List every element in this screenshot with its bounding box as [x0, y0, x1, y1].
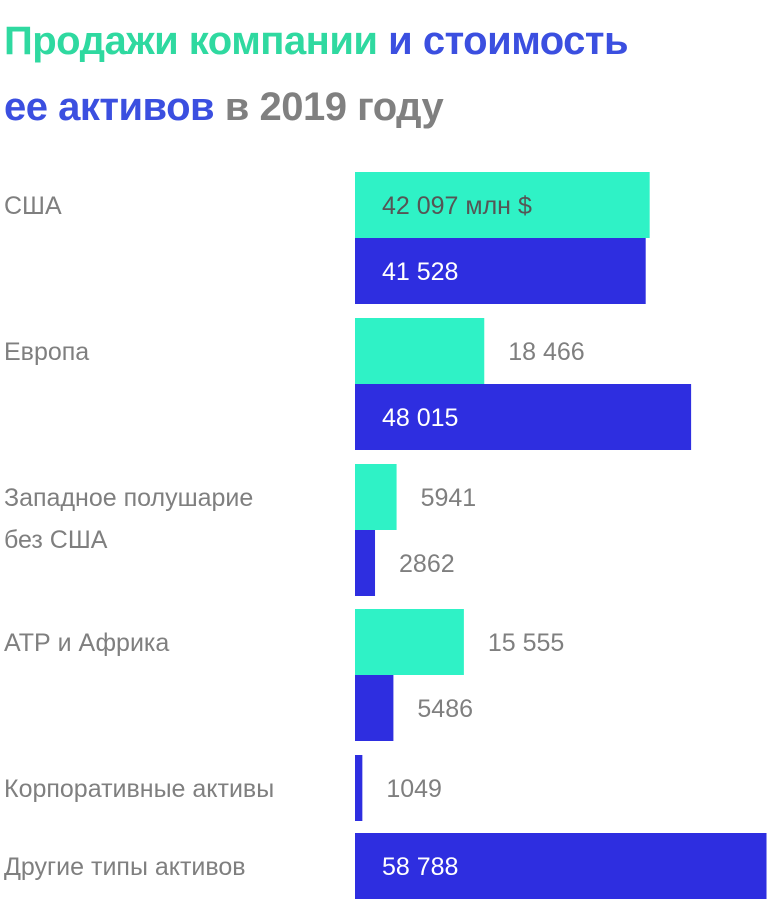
bar-assets	[355, 530, 376, 596]
title-part-sales: Продажи компании	[4, 19, 378, 63]
value-label-sales: 42 097 млн $	[382, 192, 532, 220]
bar-sales	[355, 609, 464, 675]
value-label-assets: 1049	[386, 775, 442, 803]
value-label-assets: 58 788	[382, 853, 458, 881]
value-label-assets: 41 528	[382, 258, 458, 286]
bar-assets	[355, 675, 394, 741]
title-part-assets: ее активов	[4, 85, 215, 129]
value-label-assets: 48 015	[382, 404, 458, 432]
title-part-and-value: и стоимость	[388, 19, 629, 63]
bar-assets	[355, 238, 646, 304]
category-label: Европа	[4, 338, 89, 366]
value-label-assets: 2862	[399, 550, 455, 578]
category-label: Корпоративные активы	[4, 775, 274, 803]
bar-assets	[355, 833, 767, 899]
bar-assets	[355, 755, 363, 821]
category-label: США	[4, 192, 62, 220]
category-label: АТР и Африка	[4, 629, 169, 657]
value-label-sales: 18 466	[508, 338, 584, 366]
title-part-year: в 2019 году	[224, 85, 444, 129]
bar-sales	[355, 172, 650, 238]
bar-sales	[355, 464, 397, 530]
category-label: Западное полушарие без США	[4, 484, 253, 554]
category-label: Другие типы активов	[4, 853, 246, 881]
value-label-sales: 15 555	[488, 629, 564, 657]
bar-sales	[355, 318, 485, 384]
bar-assets	[355, 384, 692, 450]
chart-title: Продажи компании и стоимость ее активов …	[4, 8, 764, 140]
value-label-assets: 5486	[417, 695, 473, 723]
value-label-sales: 5941	[421, 484, 477, 512]
